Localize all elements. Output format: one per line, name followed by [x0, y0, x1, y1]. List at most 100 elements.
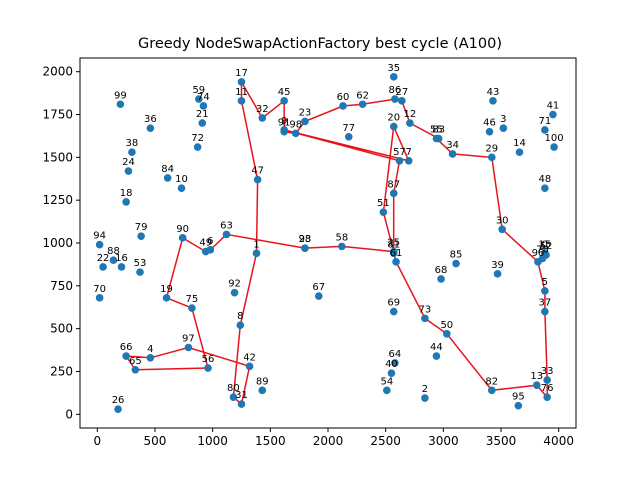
y-tick-label: 0 [65, 407, 73, 421]
y-tick-label: 2000 [42, 65, 73, 79]
node-point [389, 73, 398, 81]
node-label: 23 [299, 107, 312, 118]
node-point [253, 175, 262, 184]
node-label: 57 [393, 147, 406, 158]
node-point [245, 362, 254, 371]
node-label: 16 [115, 253, 128, 264]
node-point [204, 364, 212, 372]
node-label: 33 [541, 366, 554, 377]
node-label: 30 [496, 215, 509, 226]
node-point [237, 97, 246, 105]
node-label: 89 [256, 376, 269, 387]
node-label: 40 [385, 359, 398, 370]
node-point [434, 134, 443, 143]
node-label: 21 [196, 109, 209, 120]
node-point [448, 150, 457, 158]
node-label: 27 [395, 87, 408, 98]
node-point [136, 268, 144, 276]
x-tick-label: 500 [144, 434, 167, 448]
node-point [195, 95, 203, 103]
node-label: 84 [161, 164, 174, 175]
node-label: 86 [389, 85, 402, 96]
node-point [421, 314, 429, 323]
node-point [541, 126, 549, 134]
node-point [498, 225, 506, 234]
y-tick-label: 500 [50, 322, 73, 336]
node-point [398, 97, 406, 105]
node-label: 72 [191, 133, 204, 144]
node-point [280, 127, 288, 136]
node-label: 62 [356, 90, 369, 101]
node-label: 99 [114, 90, 127, 101]
node-label: 1 [253, 239, 259, 250]
node-label: 35 [387, 63, 400, 74]
node-point [162, 294, 171, 302]
node-label: 38 [126, 138, 139, 149]
node-label: 60 [337, 92, 350, 103]
node-point [109, 256, 118, 264]
node-point [338, 242, 346, 251]
node-point [499, 124, 508, 133]
node-point [301, 117, 309, 126]
node-label: 80 [227, 383, 240, 394]
node-label: 73 [419, 304, 432, 315]
node-label: 10 [175, 174, 188, 185]
node-point [541, 287, 549, 295]
node-label: 65 [129, 356, 142, 367]
node-point [314, 292, 323, 300]
node-point [188, 304, 196, 312]
node-label: 52 [540, 241, 553, 252]
node-label: 19 [160, 284, 173, 295]
node-label: 28 [299, 234, 312, 245]
node-point [391, 359, 399, 367]
node-label: 93 [299, 234, 312, 245]
node-label: 37 [538, 298, 551, 309]
x-tick-label: 2000 [313, 434, 344, 448]
node-label: 47 [251, 166, 264, 177]
node-point [237, 78, 246, 86]
node-point [258, 386, 267, 395]
node-label: 36 [144, 114, 157, 125]
node-point [389, 307, 398, 316]
node-label: 70 [93, 284, 106, 295]
node-label: 81 [387, 239, 400, 250]
node-point [124, 167, 133, 175]
node-label: 43 [487, 87, 500, 98]
node-label: 54 [380, 376, 393, 387]
node-label: 88 [107, 246, 120, 257]
node-label: 32 [256, 104, 269, 115]
node-label: 95 [512, 392, 525, 403]
node-label: 64 [389, 349, 402, 360]
node-label: 17 [235, 68, 248, 79]
node-label: 42 [243, 352, 256, 363]
node-point [358, 100, 367, 109]
node-label: 55 [430, 125, 443, 136]
points-layer [95, 73, 558, 413]
node-label: 25 [387, 238, 400, 249]
node-point [534, 258, 542, 266]
node-point [339, 102, 347, 110]
node-label: 7 [406, 147, 412, 158]
node-point [404, 156, 413, 165]
x-tick-label: 1500 [255, 434, 286, 448]
node-point [391, 95, 399, 103]
node-label: 15 [538, 239, 551, 250]
node-label: 90 [176, 224, 189, 235]
y-tick-label: 750 [50, 279, 73, 293]
node-label: 71 [538, 116, 551, 127]
node-point [389, 249, 398, 258]
x-tick-label: 4000 [543, 434, 574, 448]
node-label: 49 [199, 238, 212, 249]
node-label: 69 [387, 298, 400, 309]
y-tick-label: 1250 [42, 193, 73, 207]
node-label: 75 [186, 294, 199, 305]
node-label: 100 [545, 133, 564, 144]
node-point [280, 97, 288, 105]
node-point [193, 143, 202, 151]
node-label: 83 [432, 125, 445, 136]
node-label: 92 [228, 279, 241, 290]
node-label: 26 [112, 395, 125, 406]
y-tick-label: 1000 [42, 236, 73, 250]
